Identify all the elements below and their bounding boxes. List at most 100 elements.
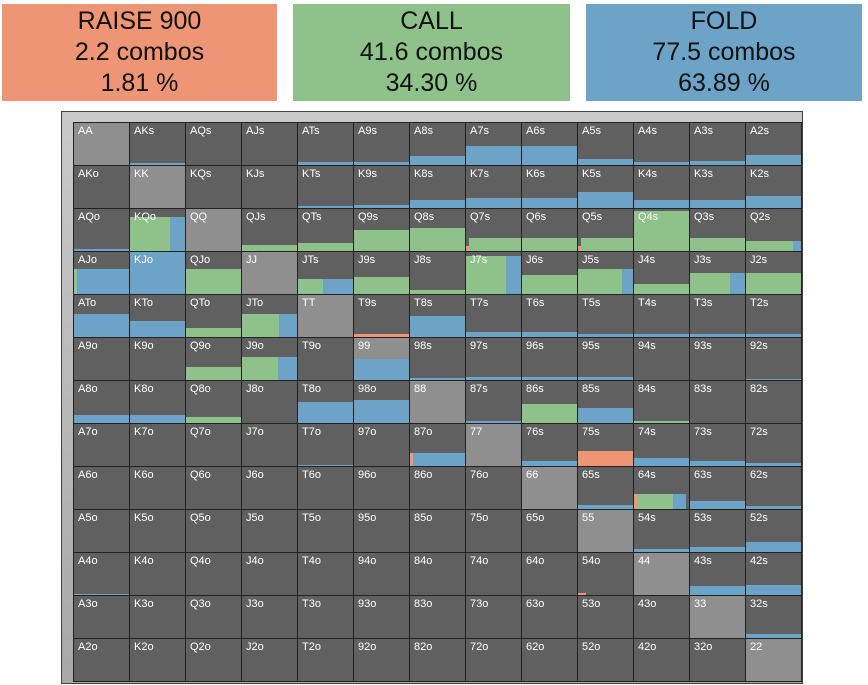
- hand-cell-93s[interactable]: 93s: [690, 338, 745, 380]
- hand-cell-32s[interactable]: 32s: [746, 596, 801, 638]
- hand-cell-63s[interactable]: 63s: [690, 467, 745, 509]
- hand-cell-44[interactable]: 44: [634, 553, 689, 595]
- hand-cell-k9o[interactable]: K9o: [130, 338, 185, 380]
- hand-cell-tt[interactable]: TT: [298, 295, 353, 337]
- hand-cell-43o[interactable]: 43o: [634, 596, 689, 638]
- hand-cell-75s[interactable]: 75s: [578, 424, 633, 466]
- hand-cell-t6o[interactable]: T6o: [298, 467, 353, 509]
- hand-cell-a3s[interactable]: A3s: [690, 123, 745, 165]
- hand-cell-a5s[interactable]: A5s: [578, 123, 633, 165]
- hand-cell-t8o[interactable]: T8o: [298, 381, 353, 423]
- hand-cell-t3s[interactable]: T3s: [690, 295, 745, 337]
- hand-cell-k8o[interactable]: K8o: [130, 381, 185, 423]
- hand-cell-kqs[interactable]: KQs: [186, 166, 241, 208]
- hand-cell-85s[interactable]: 85s: [578, 381, 633, 423]
- hand-cell-66[interactable]: 66: [522, 467, 577, 509]
- hand-cell-jts[interactable]: JTs: [298, 252, 353, 294]
- hand-cell-t4o[interactable]: T4o: [298, 553, 353, 595]
- hand-cell-94s[interactable]: 94s: [634, 338, 689, 380]
- hand-cell-53o[interactable]: 53o: [578, 596, 633, 638]
- hand-cell-q8o[interactable]: Q8o: [186, 381, 241, 423]
- hand-cell-q8s[interactable]: Q8s: [410, 209, 465, 251]
- hand-cell-j6o[interactable]: J6o: [242, 467, 297, 509]
- hand-cell-65o[interactable]: 65o: [522, 510, 577, 552]
- hand-cell-53s[interactable]: 53s: [690, 510, 745, 552]
- hand-cell-j2o[interactable]: J2o: [242, 639, 297, 681]
- hand-cell-q2o[interactable]: Q2o: [186, 639, 241, 681]
- hand-cell-j4s[interactable]: J4s: [634, 252, 689, 294]
- hand-cell-64s[interactable]: 64s: [634, 467, 689, 509]
- hand-cell-qjo[interactable]: QJo: [186, 252, 241, 294]
- hand-cell-t2o[interactable]: T2o: [298, 639, 353, 681]
- hand-cell-jj[interactable]: JJ: [242, 252, 297, 294]
- hand-cell-kk[interactable]: KK: [130, 166, 185, 208]
- hand-cell-t7o[interactable]: T7o: [298, 424, 353, 466]
- hand-cell-54s[interactable]: 54s: [634, 510, 689, 552]
- hand-cell-t2s[interactable]: T2s: [746, 295, 801, 337]
- hand-cell-jto[interactable]: JTo: [242, 295, 297, 337]
- hand-cell-98s[interactable]: 98s: [410, 338, 465, 380]
- hand-cell-j3o[interactable]: J3o: [242, 596, 297, 638]
- hand-cell-t3o[interactable]: T3o: [298, 596, 353, 638]
- hand-cell-ajo[interactable]: AJo: [74, 252, 129, 294]
- hand-cell-74s[interactable]: 74s: [634, 424, 689, 466]
- hand-cell-92o[interactable]: 92o: [354, 639, 409, 681]
- hand-cell-64o[interactable]: 64o: [522, 553, 577, 595]
- hand-cell-j5s[interactable]: J5s: [578, 252, 633, 294]
- hand-cell-ato[interactable]: ATo: [74, 295, 129, 337]
- hand-cell-96o[interactable]: 96o: [354, 467, 409, 509]
- hand-cell-k6s[interactable]: K6s: [522, 166, 577, 208]
- hand-cell-95s[interactable]: 95s: [578, 338, 633, 380]
- hand-cell-33[interactable]: 33: [690, 596, 745, 638]
- hand-cell-73o[interactable]: 73o: [466, 596, 521, 638]
- hand-cell-k4s[interactable]: K4s: [634, 166, 689, 208]
- hand-cell-ako[interactable]: AKo: [74, 166, 129, 208]
- hand-cell-q7o[interactable]: Q7o: [186, 424, 241, 466]
- hand-cell-k5o[interactable]: K5o: [130, 510, 185, 552]
- hand-cell-k7s[interactable]: K7s: [466, 166, 521, 208]
- hand-cell-32o[interactable]: 32o: [690, 639, 745, 681]
- hand-cell-k6o[interactable]: K6o: [130, 467, 185, 509]
- hand-cell-a7s[interactable]: A7s: [466, 123, 521, 165]
- hand-cell-52o[interactable]: 52o: [578, 639, 633, 681]
- hand-cell-j3s[interactable]: J3s: [690, 252, 745, 294]
- hand-cell-qto[interactable]: QTo: [186, 295, 241, 337]
- hand-cell-q5o[interactable]: Q5o: [186, 510, 241, 552]
- hand-cell-a8s[interactable]: A8s: [410, 123, 465, 165]
- hand-cell-62o[interactable]: 62o: [522, 639, 577, 681]
- hand-cell-kjo[interactable]: KJo: [130, 252, 185, 294]
- hand-cell-q3o[interactable]: Q3o: [186, 596, 241, 638]
- hand-cell-22[interactable]: 22: [746, 639, 801, 681]
- hand-cell-q6s[interactable]: Q6s: [522, 209, 577, 251]
- hand-cell-88[interactable]: 88: [410, 381, 465, 423]
- hand-cell-j9s[interactable]: J9s: [354, 252, 409, 294]
- hand-cell-k2s[interactable]: K2s: [746, 166, 801, 208]
- hand-cell-t9o[interactable]: T9o: [298, 338, 353, 380]
- hand-cell-q9o[interactable]: Q9o: [186, 338, 241, 380]
- hand-cell-a2o[interactable]: A2o: [74, 639, 129, 681]
- hand-cell-65s[interactable]: 65s: [578, 467, 633, 509]
- hand-cell-k4o[interactable]: K4o: [130, 553, 185, 595]
- hand-cell-qjs[interactable]: QJs: [242, 209, 297, 251]
- hand-cell-72o[interactable]: 72o: [466, 639, 521, 681]
- hand-cell-t6s[interactable]: T6s: [522, 295, 577, 337]
- hand-cell-t5s[interactable]: T5s: [578, 295, 633, 337]
- hand-cell-k8s[interactable]: K8s: [410, 166, 465, 208]
- hand-cell-q7s[interactable]: Q7s: [466, 209, 521, 251]
- hand-cell-a7o[interactable]: A7o: [74, 424, 129, 466]
- hand-cell-a3o[interactable]: A3o: [74, 596, 129, 638]
- hand-cell-a4o[interactable]: A4o: [74, 553, 129, 595]
- hand-cell-42s[interactable]: 42s: [746, 553, 801, 595]
- hand-cell-99[interactable]: 99: [354, 338, 409, 380]
- hand-cell-k7o[interactable]: K7o: [130, 424, 185, 466]
- hand-cell-aa[interactable]: AA: [74, 123, 129, 165]
- hand-cell-75o[interactable]: 75o: [466, 510, 521, 552]
- hand-cell-86s[interactable]: 86s: [522, 381, 577, 423]
- hand-cell-97s[interactable]: 97s: [466, 338, 521, 380]
- hand-cell-a5o[interactable]: A5o: [74, 510, 129, 552]
- hand-cell-62s[interactable]: 62s: [746, 467, 801, 509]
- hand-cell-t9s[interactable]: T9s: [354, 295, 409, 337]
- hand-cell-q9s[interactable]: Q9s: [354, 209, 409, 251]
- hand-cell-qts[interactable]: QTs: [298, 209, 353, 251]
- hand-cell-k5s[interactable]: K5s: [578, 166, 633, 208]
